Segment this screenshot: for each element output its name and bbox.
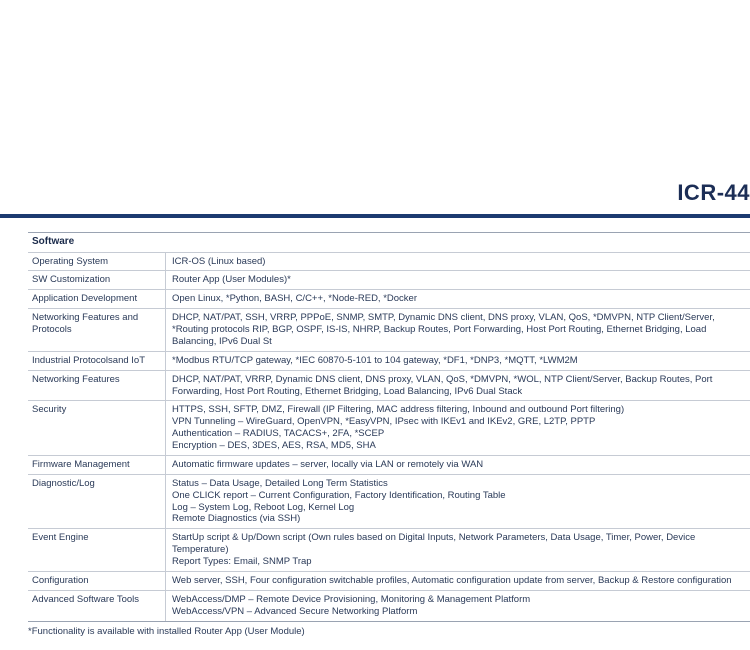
row-value: DHCP, NAT/PAT, SSH, VRRP, PPPoE, SNMP, S… bbox=[166, 309, 750, 351]
table-row: Diagnostic/LogStatus – Data Usage, Detai… bbox=[28, 474, 750, 529]
row-value: *Modbus RTU/TCP gateway, *IEC 60870-5-10… bbox=[166, 352, 750, 370]
page: ICR-44 Software Operating SystemICR-OS (… bbox=[0, 0, 750, 650]
row-label: Operating System bbox=[28, 253, 166, 271]
table-row: SecurityHTTPS, SSH, SFTP, DMZ, Firewall … bbox=[28, 400, 750, 455]
row-value: HTTPS, SSH, SFTP, DMZ, Firewall (IP Filt… bbox=[166, 401, 750, 455]
table-row: Industrial Protocolsand IoT*Modbus RTU/T… bbox=[28, 351, 750, 370]
row-label: SW Customization bbox=[28, 271, 166, 289]
table-row: Advanced Software ToolsWebAccess/DMP – R… bbox=[28, 590, 750, 621]
row-value: Automatic firmware updates – server, loc… bbox=[166, 456, 750, 474]
table-row: ConfigurationWeb server, SSH, Four confi… bbox=[28, 571, 750, 590]
table-row: Event EngineStartUp script & Up/Down scr… bbox=[28, 528, 750, 571]
row-label: Firmware Management bbox=[28, 456, 166, 474]
row-label: Networking Features and Protocols bbox=[28, 309, 166, 351]
row-label: Industrial Protocolsand IoT bbox=[28, 352, 166, 370]
row-value: Open Linux, *Python, BASH, C/C++, *Node-… bbox=[166, 290, 750, 308]
row-label: Advanced Software Tools bbox=[28, 591, 166, 621]
table-row: Networking Features and ProtocolsDHCP, N… bbox=[28, 308, 750, 351]
page-title: ICR-44 bbox=[677, 180, 750, 206]
row-label: Event Engine bbox=[28, 529, 166, 571]
row-label: Networking Features bbox=[28, 371, 166, 401]
row-value: Router App (User Modules)* bbox=[166, 271, 750, 289]
table-row: Firmware ManagementAutomatic firmware up… bbox=[28, 455, 750, 474]
row-label: Security bbox=[28, 401, 166, 455]
row-value: DHCP, NAT/PAT, VRRP, Dynamic DNS client,… bbox=[166, 371, 750, 401]
row-value: StartUp script & Up/Down script (Own rul… bbox=[166, 529, 750, 571]
row-label: Diagnostic/Log bbox=[28, 475, 166, 529]
row-value: ICR-OS (Linux based) bbox=[166, 253, 750, 271]
section-header: Software bbox=[28, 233, 78, 252]
row-value: WebAccess/DMP – Remote Device Provisioni… bbox=[166, 591, 750, 621]
row-label: Application Development bbox=[28, 290, 166, 308]
spec-table: Software Operating SystemICR-OS (Linux b… bbox=[28, 232, 750, 622]
table-row: Networking FeaturesDHCP, NAT/PAT, VRRP, … bbox=[28, 370, 750, 401]
table-row: Application DevelopmentOpen Linux, *Pyth… bbox=[28, 289, 750, 308]
table-row: Operating SystemICR-OS (Linux based) bbox=[28, 252, 750, 271]
table-row: SW CustomizationRouter App (User Modules… bbox=[28, 270, 750, 289]
row-value: Web server, SSH, Four configuration swit… bbox=[166, 572, 750, 590]
section-header-row: Software bbox=[28, 233, 750, 252]
horizontal-rule bbox=[0, 214, 750, 218]
footnote: *Functionality is available with install… bbox=[28, 626, 305, 637]
row-value: Status – Data Usage, Detailed Long Term … bbox=[166, 475, 750, 529]
row-label: Configuration bbox=[28, 572, 166, 590]
